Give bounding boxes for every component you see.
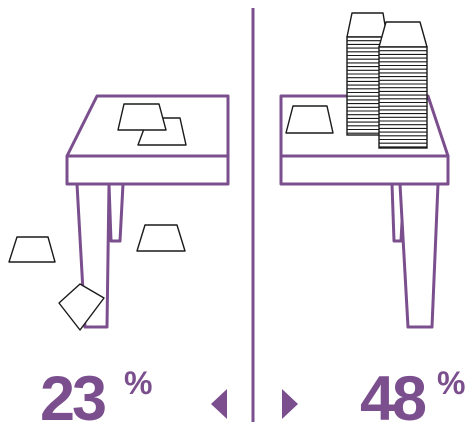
right-table-apron [279,154,450,186]
right-percent-value: 48 [360,364,426,426]
triangle-right-icon [282,389,298,419]
left-table-apron [65,154,230,186]
triangle-left-icon [211,389,227,419]
paper-sheet [117,103,167,131]
right-table-front-leg [398,182,440,329]
paper-sheet [58,283,105,331]
paper-sheet [8,236,56,263]
left-percent-symbol: % [124,365,152,401]
right-percent-symbol: % [437,365,465,401]
paper-sheet [285,105,334,134]
stack-top-sheet [346,12,388,38]
left-fallen-papers [8,224,186,331]
left-papers-on-table [117,103,187,146]
paper-stack-front [378,21,428,149]
left-percent-value: 23 [40,364,105,426]
stack-edges [378,46,428,149]
paper-sheet [136,224,186,252]
stack-top-sheet [378,21,428,48]
left-table-back-leg [107,182,125,243]
